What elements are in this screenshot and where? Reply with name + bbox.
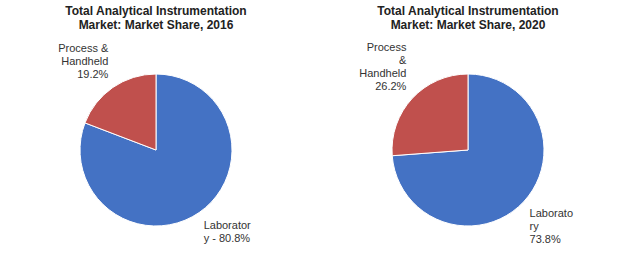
title: Total Analytical InstrumentationMarket: … [65,4,246,32]
pie-slice [85,74,156,150]
slice-label: Process &Handheld19.2% [58,42,109,80]
figure: Total Analytical InstrumentationMarket: … [0,0,624,267]
slice-label: Process&Handheld26.2% [359,41,407,92]
pie-slice [80,74,232,226]
pie-panel: Total Analytical InstrumentationMarket: … [359,4,573,245]
pie-panel: Total Analytical InstrumentationMarket: … [58,4,251,244]
title: Total Analytical InstrumentationMarket: … [377,4,558,32]
slice-label: Laboratory73.8% [530,207,573,245]
slice-label: Laboratory - 80.8% [204,219,251,244]
pie-slice [392,74,544,226]
